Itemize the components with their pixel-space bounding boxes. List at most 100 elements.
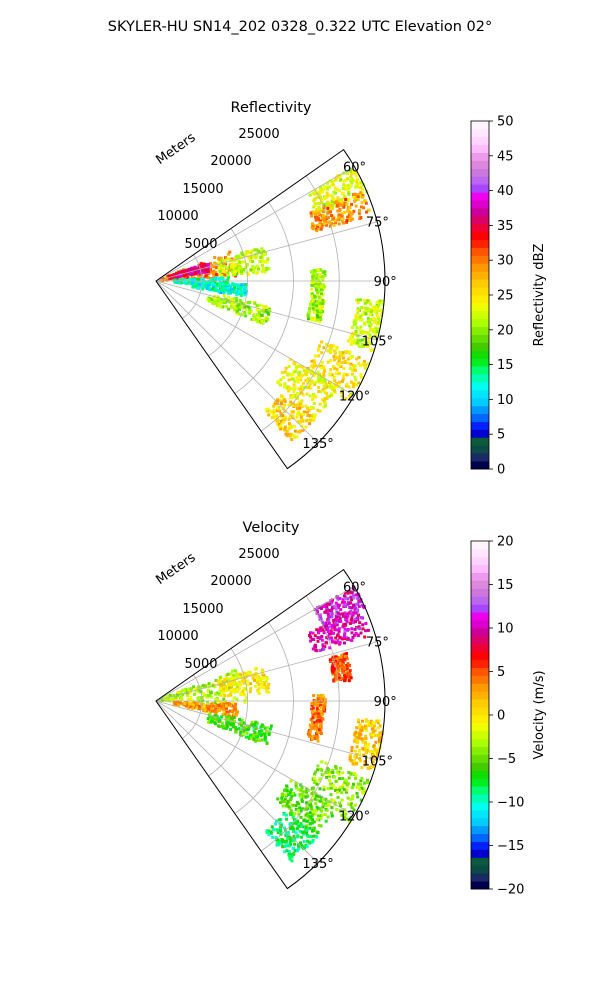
- echo-gate: [352, 320, 356, 324]
- echo-gate: [335, 628, 339, 632]
- colorbar-swatch: [471, 746, 489, 755]
- azimuth-spoke: [155, 586, 355, 702]
- colorbar-swatch: [471, 271, 489, 280]
- echo-gate: [343, 600, 347, 604]
- echo-gate: [328, 609, 332, 612]
- echo-gate: [357, 361, 361, 365]
- echo-gate: [321, 626, 325, 630]
- echo-gate: [356, 177, 360, 181]
- echo-gate: [243, 285, 247, 289]
- echo-gate: [273, 402, 277, 406]
- colorbar-swatch: [471, 833, 489, 842]
- azimuth-tick-label: 90°: [374, 275, 397, 290]
- echo-gate: [311, 812, 315, 816]
- echo-gate: [355, 609, 358, 613]
- echo-gate: [197, 696, 201, 700]
- echo-region: [216, 667, 271, 698]
- echo-gate: [334, 178, 338, 181]
- echo-gate: [308, 800, 312, 804]
- echo-gate: [286, 799, 290, 803]
- echo-gate: [284, 415, 287, 419]
- echo-gate: [284, 804, 288, 808]
- echo-gate: [316, 370, 320, 374]
- echo-gate: [343, 631, 347, 635]
- echo-gate: [312, 316, 316, 320]
- echo-gate: [318, 344, 321, 348]
- echo-gate: [349, 172, 353, 176]
- echo-gate: [320, 225, 324, 229]
- echo-gate: [293, 429, 297, 433]
- echo-gate: [279, 412, 283, 416]
- echo-gate: [292, 434, 296, 438]
- echo-gate: [363, 199, 366, 203]
- echo-gate: [226, 672, 230, 676]
- echo-gate: [364, 341, 368, 345]
- echo-gate: [245, 696, 249, 700]
- echo-gate: [182, 689, 186, 693]
- echo-gate: [319, 606, 323, 610]
- echo-gate: [337, 363, 341, 367]
- echo-gate: [244, 735, 248, 739]
- echo-gate: [364, 734, 368, 738]
- echo-gate: [225, 688, 229, 692]
- echo-gate: [333, 670, 337, 674]
- echo-gate: [365, 344, 369, 348]
- echo-gate: [323, 701, 327, 705]
- echo-gate: [359, 191, 363, 195]
- echo-gate: [222, 291, 226, 295]
- echo-gate: [231, 273, 235, 277]
- echo-gate: [262, 250, 266, 253]
- echo-gate: [346, 199, 350, 203]
- echo-gate: [236, 270, 239, 274]
- echo-gate: [338, 354, 342, 358]
- echo-gate: [277, 818, 281, 822]
- colorbar-swatch: [471, 722, 489, 732]
- echo-gate: [297, 847, 301, 851]
- echo-gate: [319, 700, 323, 704]
- echo-gate: [193, 692, 197, 696]
- echo-gate: [373, 748, 377, 751]
- echo-gate: [241, 313, 245, 317]
- echo-gate: [375, 300, 379, 304]
- echo-gate: [350, 372, 354, 376]
- echo-gate: [199, 706, 203, 709]
- echo-gate: [249, 259, 253, 263]
- echo-gate: [327, 625, 331, 629]
- echo-gate: [265, 726, 269, 730]
- echo-gate: [376, 726, 380, 730]
- echo-gate: [327, 803, 331, 807]
- echo-gate: [356, 795, 360, 799]
- echo-gate: [319, 816, 323, 820]
- echo-gate: [350, 211, 354, 215]
- echo-gate: [221, 682, 225, 686]
- echo-gate: [376, 752, 380, 755]
- echo-gate: [315, 722, 319, 726]
- echo-gate: [356, 634, 360, 638]
- echo-gate: [222, 709, 226, 713]
- echo-gate: [316, 315, 320, 319]
- echo-gate: [339, 619, 343, 623]
- echo-gate: [261, 253, 265, 257]
- colorbar-swatch: [471, 564, 489, 574]
- echo-gate: [334, 674, 338, 678]
- echo-gate: [312, 694, 316, 697]
- echo-gate: [239, 674, 243, 678]
- echo-gate: [205, 695, 209, 699]
- echo-gate: [359, 330, 363, 334]
- echo-gate: [345, 202, 349, 206]
- echo-gate: [203, 704, 207, 708]
- echo-gate: [333, 201, 337, 204]
- echo-gate: [287, 422, 291, 426]
- echo-gate: [214, 273, 218, 276]
- echo-gate: [229, 691, 233, 695]
- echo-gate: [255, 674, 259, 678]
- echo-gate: [360, 332, 364, 336]
- echo-region: [206, 712, 273, 745]
- echo-gate: [254, 720, 258, 724]
- echo-gate: [359, 598, 363, 602]
- echo-gate: [335, 176, 338, 180]
- echo-gate: [229, 716, 233, 720]
- echo-gate: [212, 717, 216, 720]
- echo-gate: [233, 690, 236, 694]
- echo-gate: [341, 669, 345, 673]
